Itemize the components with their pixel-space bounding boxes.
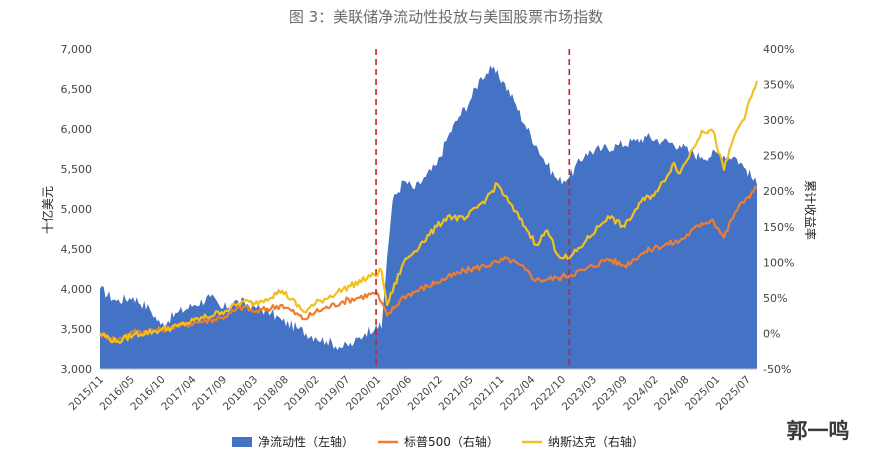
series-line-nasdaq — [99, 80, 759, 344]
left-tick-label: 3,500 — [61, 323, 93, 336]
right-tick-label: 100% — [763, 256, 794, 269]
left-axis-ticks: 3,000 3,500 4,000 4,500 5,000 5,500 6,000 6,500… — [61, 43, 93, 376]
left-tick-label: 3,000 — [61, 363, 93, 376]
left-tick-label: 7,000 — [61, 43, 93, 56]
legend-swatch — [232, 437, 252, 447]
right-tick-label: 350% — [763, 79, 794, 92]
left-tick-label: 4,000 — [61, 283, 93, 296]
right-tick-label: -50% — [763, 363, 791, 376]
right-axis-ticks: -50% 0% 50% 100% 150% 200% 250% 300% 350% 400% — [763, 43, 794, 376]
series-area-net-liquidity — [100, 65, 757, 369]
right-tick-label: 0% — [763, 327, 780, 340]
right-tick-label: 400% — [763, 43, 794, 56]
left-tick-label: 5,500 — [61, 163, 93, 176]
left-axis-label: 十亿美元 — [40, 186, 55, 234]
x-axis-ticks: 2015/112016/052016/102017/042017/092018/… — [67, 373, 753, 413]
plot-area — [99, 49, 759, 369]
right-axis-label: 累计收益率 — [803, 180, 818, 240]
right-tick-label: 150% — [763, 221, 794, 234]
chart-title: 图 3：美联储净流动性投放与美国股票市场指数 — [289, 8, 603, 26]
right-tick-label: 50% — [763, 292, 787, 305]
legend-label: 净流动性（左轴） — [258, 434, 354, 449]
left-tick-label: 6,500 — [61, 83, 93, 96]
watermark: 郭一鸣 — [787, 419, 850, 443]
right-tick-label: 200% — [763, 185, 794, 198]
legend-label: 纳斯达克（右轴） — [548, 434, 644, 449]
legend: 净流动性（左轴） 标普500（右轴） 纳斯达克（右轴） — [232, 434, 644, 449]
left-tick-label: 4,500 — [61, 243, 93, 256]
left-tick-label: 5,000 — [61, 203, 93, 216]
right-tick-label: 300% — [763, 114, 794, 127]
left-tick-label: 6,000 — [61, 123, 93, 136]
right-tick-label: 250% — [763, 150, 794, 163]
legend-label: 标普500（右轴） — [404, 434, 499, 449]
series-line-sp500 — [99, 185, 758, 343]
